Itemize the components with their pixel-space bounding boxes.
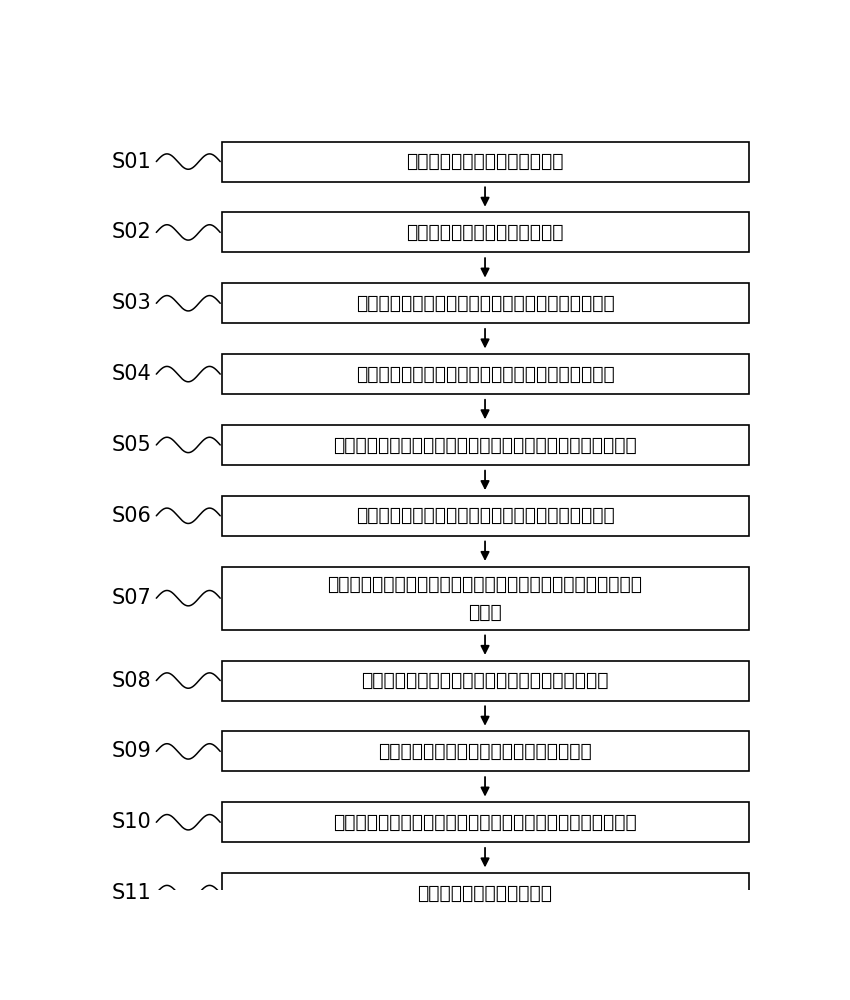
Bar — [222, 731, 749, 771]
Bar — [222, 142, 749, 182]
Bar — [222, 354, 749, 394]
Text: 刻蚀所述第二多晶硅层，在所述沟槽内形成第二栅极: 刻蚀所述第二多晶硅层，在所述沟槽内形成第二栅极 — [355, 506, 615, 525]
Text: 在所述源极区及所述沟槽上沉积第三绝缘层: 在所述源极区及所述沟槽上沉积第三绝缘层 — [378, 742, 592, 761]
Bar — [222, 661, 749, 701]
Text: 沉积金属层，形成金属插塞: 沉积金属层，形成金属插塞 — [417, 884, 552, 903]
Bar — [222, 212, 749, 252]
Text: S03: S03 — [111, 293, 151, 313]
Bar — [222, 425, 749, 465]
Bar — [222, 873, 749, 913]
Text: S02: S02 — [111, 222, 151, 242]
Text: S07: S07 — [111, 588, 151, 608]
Text: S04: S04 — [111, 364, 151, 384]
Text: 对所述外延层进行刻蚀形成沟槽: 对所述外延层进行刻蚀形成沟槽 — [406, 223, 564, 242]
Text: 在所述外延层上依次沉积第一绝缘层与第一多晶硅层: 在所述外延层上依次沉积第一绝缘层与第一多晶硅层 — [355, 294, 615, 313]
Bar — [222, 567, 749, 630]
Text: S06: S06 — [111, 506, 151, 526]
Bar — [222, 283, 749, 323]
Text: S05: S05 — [111, 435, 151, 455]
Text: 刻蚀所述第一绝缘层，并依次沉积第二绝缘层和第二多晶硅层: 刻蚀所述第一绝缘层，并依次沉积第二绝缘层和第二多晶硅层 — [333, 435, 637, 454]
Bar — [222, 802, 749, 842]
Text: S08: S08 — [111, 671, 151, 691]
Text: 进行第七次刻蚀，形成沟槽式栅极接触区与沟槽式源极接触区: 进行第七次刻蚀，形成沟槽式栅极接触区与沟槽式源极接触区 — [333, 813, 637, 832]
Text: 刻蚀所述第一多晶硅层，在所述沟槽内形成第一栅极: 刻蚀所述第一多晶硅层，在所述沟槽内形成第一栅极 — [355, 365, 615, 384]
Text: S10: S10 — [111, 812, 151, 832]
Text: 在所述阱区的表面进行第二次离子注入形成源极区: 在所述阱区的表面进行第二次离子注入形成源极区 — [361, 671, 609, 690]
Text: S11: S11 — [111, 883, 151, 903]
Bar — [222, 496, 749, 536]
Text: 提供包括本体层、外延层的基底: 提供包括本体层、外延层的基底 — [406, 152, 564, 171]
Text: S01: S01 — [111, 152, 151, 172]
Text: 刻蚀所述第二绝缘层，在所述外延层表进行第一次离子注入，形
成阱区: 刻蚀所述第二绝缘层，在所述外延层表进行第一次离子注入，形 成阱区 — [327, 575, 643, 622]
Text: S09: S09 — [111, 741, 151, 761]
